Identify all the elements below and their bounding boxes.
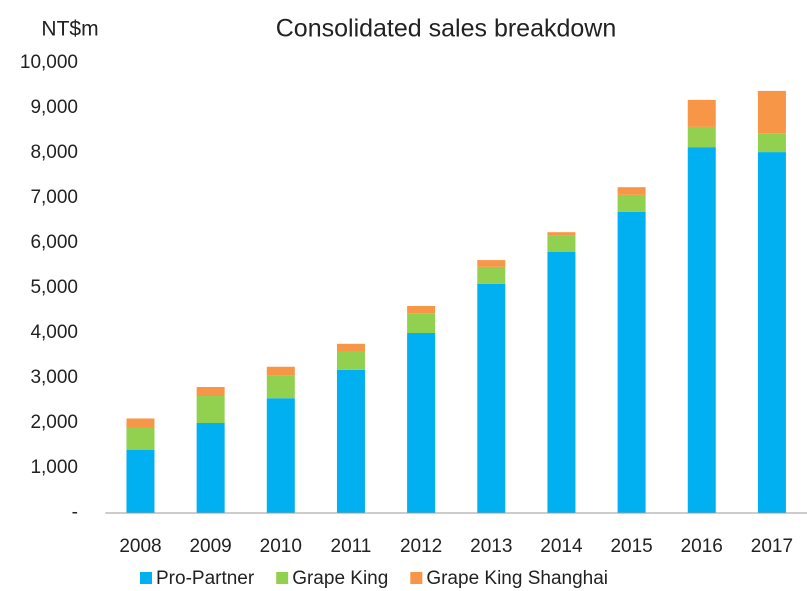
y-tick-label: 2,000 (30, 412, 78, 433)
y-tick-label: 7,000 (30, 187, 78, 208)
bar-segment (266, 366, 295, 376)
y-tick-label: 9,000 (30, 97, 78, 118)
bar-segment (687, 99, 716, 127)
legend-swatch (410, 572, 423, 584)
bar-segment (266, 398, 295, 513)
bar-segment (687, 147, 716, 513)
bar-segment (477, 260, 506, 267)
bar-segment (196, 396, 225, 423)
legend-swatch (140, 572, 152, 584)
bar-segment (547, 235, 576, 252)
x-tick-label: 2016 (681, 536, 723, 557)
bar-segment (336, 369, 365, 513)
x-tick-label: 2010 (260, 536, 302, 557)
bar-segment (196, 387, 225, 396)
y-tick-label: 6,000 (30, 232, 78, 253)
bar-segment (336, 351, 365, 370)
bar-segment (407, 333, 436, 513)
x-tick-label: 2012 (400, 536, 442, 557)
y-tick-label: 4,000 (30, 322, 78, 343)
bar-segment (617, 211, 646, 513)
bar-segment (126, 450, 155, 513)
bar-segment (757, 152, 786, 513)
bar-segment (407, 313, 436, 333)
legend-label: Pro-Partner (156, 568, 255, 589)
x-tick-label: 2009 (189, 536, 231, 557)
bar-segment (336, 343, 365, 351)
bar-segment (126, 427, 155, 450)
y-axis-label: NT$m (41, 18, 98, 41)
y-tick-label: 10,000 (20, 52, 78, 73)
bar-segment (547, 232, 576, 236)
chart-title: Consolidated sales breakdown (276, 15, 617, 43)
bar-segment (617, 187, 646, 195)
legend-label: Grape King Shanghai (426, 568, 608, 589)
y-tick-label: - (72, 502, 78, 523)
bar-segment (266, 375, 295, 399)
bar-segment (477, 266, 506, 284)
y-tick-label: 5,000 (30, 277, 78, 298)
y-tick-label: 1,000 (30, 457, 78, 478)
x-tick-label: 2017 (751, 536, 793, 557)
y-tick-label: 3,000 (30, 367, 78, 388)
x-tick-label: 2011 (331, 536, 372, 557)
legend-swatch (276, 572, 289, 584)
bar-segment (757, 133, 786, 153)
x-tick-label: 2013 (470, 536, 512, 557)
bar-segment (547, 252, 576, 513)
x-tick-label: 2015 (610, 536, 652, 557)
bar-segment (617, 194, 646, 212)
bar-segment (407, 306, 436, 314)
bar-segment (477, 283, 506, 513)
x-tick-label: 2008 (119, 536, 161, 557)
bar-segment (687, 126, 716, 148)
y-tick-label: 8,000 (30, 142, 78, 163)
legend-label: Grape King (292, 568, 388, 589)
bar-segment (126, 418, 155, 428)
bar-segment (196, 423, 225, 513)
bar-segment (757, 90, 786, 134)
x-tick-label: 2014 (540, 536, 583, 557)
